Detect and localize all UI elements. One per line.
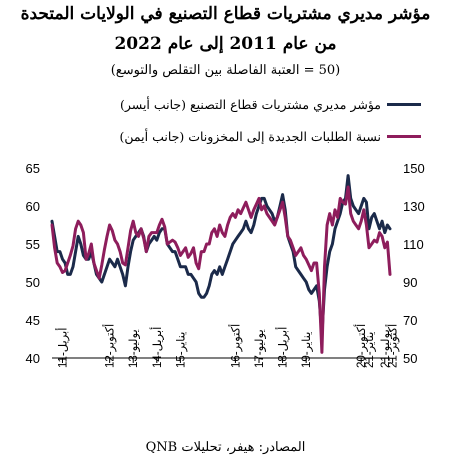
left-axis-tick-label: 45 <box>26 313 40 328</box>
left-axis-tick-label: 40 <box>26 351 40 366</box>
legend-swatch-orders-ratio <box>387 134 421 138</box>
x-axis-tick-label: يوليو-17 <box>254 329 267 368</box>
x-axis-tick-label: أبريل-11 <box>54 328 70 368</box>
right-axis-tick-label: 130 <box>403 199 425 214</box>
x-axis-tick-label: يوليو-13 <box>128 329 141 368</box>
legend-item-orders-ratio: نسبة الطلبات الجديدة إلى المخزونات (جانب… <box>120 128 421 144</box>
x-axis-tick-label: أبريل-14 <box>149 327 165 368</box>
right-axis-tick-label: 50 <box>403 351 417 366</box>
legend-label-pmi: مؤشر مديري مشتريات قطاع التصنيع (جانب أي… <box>120 96 381 112</box>
right-axis-tick-label: 110 <box>403 237 424 252</box>
x-axis-tick-label: يناير-19 <box>301 332 314 368</box>
chart-subtitle: (50 = العتبة الفاصلة بين التقلص والتوسع) <box>110 63 341 78</box>
source-note: المصادر: هيفر، تحليلات QNB <box>145 440 306 455</box>
chart-title: مؤشر مديري مشتريات قطاع التصنيع في الولا… <box>20 4 431 24</box>
legend-item-pmi: مؤشر مديري مشتريات قطاع التصنيع (جانب أي… <box>120 96 421 112</box>
right-axis-tick-label: 150 <box>403 161 425 176</box>
legend-label-orders-ratio: نسبة الطلبات الجديدة إلى المخزونات (جانب… <box>119 128 381 144</box>
x-axis-tick-label: أبريل-18 <box>275 327 291 368</box>
x-axis-tick-label: أكتوبر-21 <box>385 324 401 368</box>
left-axis-tick-label: 55 <box>26 237 40 252</box>
series-line-orders-ratio <box>50 185 392 354</box>
chart-title-line-2: من عام 2011 إلى عام 2022 <box>114 34 337 54</box>
x-axis-tick-label: أكتوبر-16 <box>227 324 243 368</box>
right-axis-tick-label: 70 <box>403 313 417 328</box>
series-line-pmi <box>50 174 392 337</box>
x-axis-tick-label: أكتوبر-20 <box>353 324 369 368</box>
left-axis-tick-label: 60 <box>26 199 40 214</box>
left-axis-tick-label: 65 <box>26 161 40 176</box>
x-axis-tick-label: يناير-15 <box>175 332 188 368</box>
x-axis-tick-label: يوليو-21 <box>380 329 393 368</box>
x-axis-tick-label: أكتوبر-12 <box>102 324 118 368</box>
left-axis-tick-label: 50 <box>26 275 40 290</box>
right-axis-tick-label: 90 <box>403 275 417 290</box>
legend-swatch-pmi <box>387 102 421 106</box>
x-axis-tick-label: يناير-21 <box>364 332 377 368</box>
